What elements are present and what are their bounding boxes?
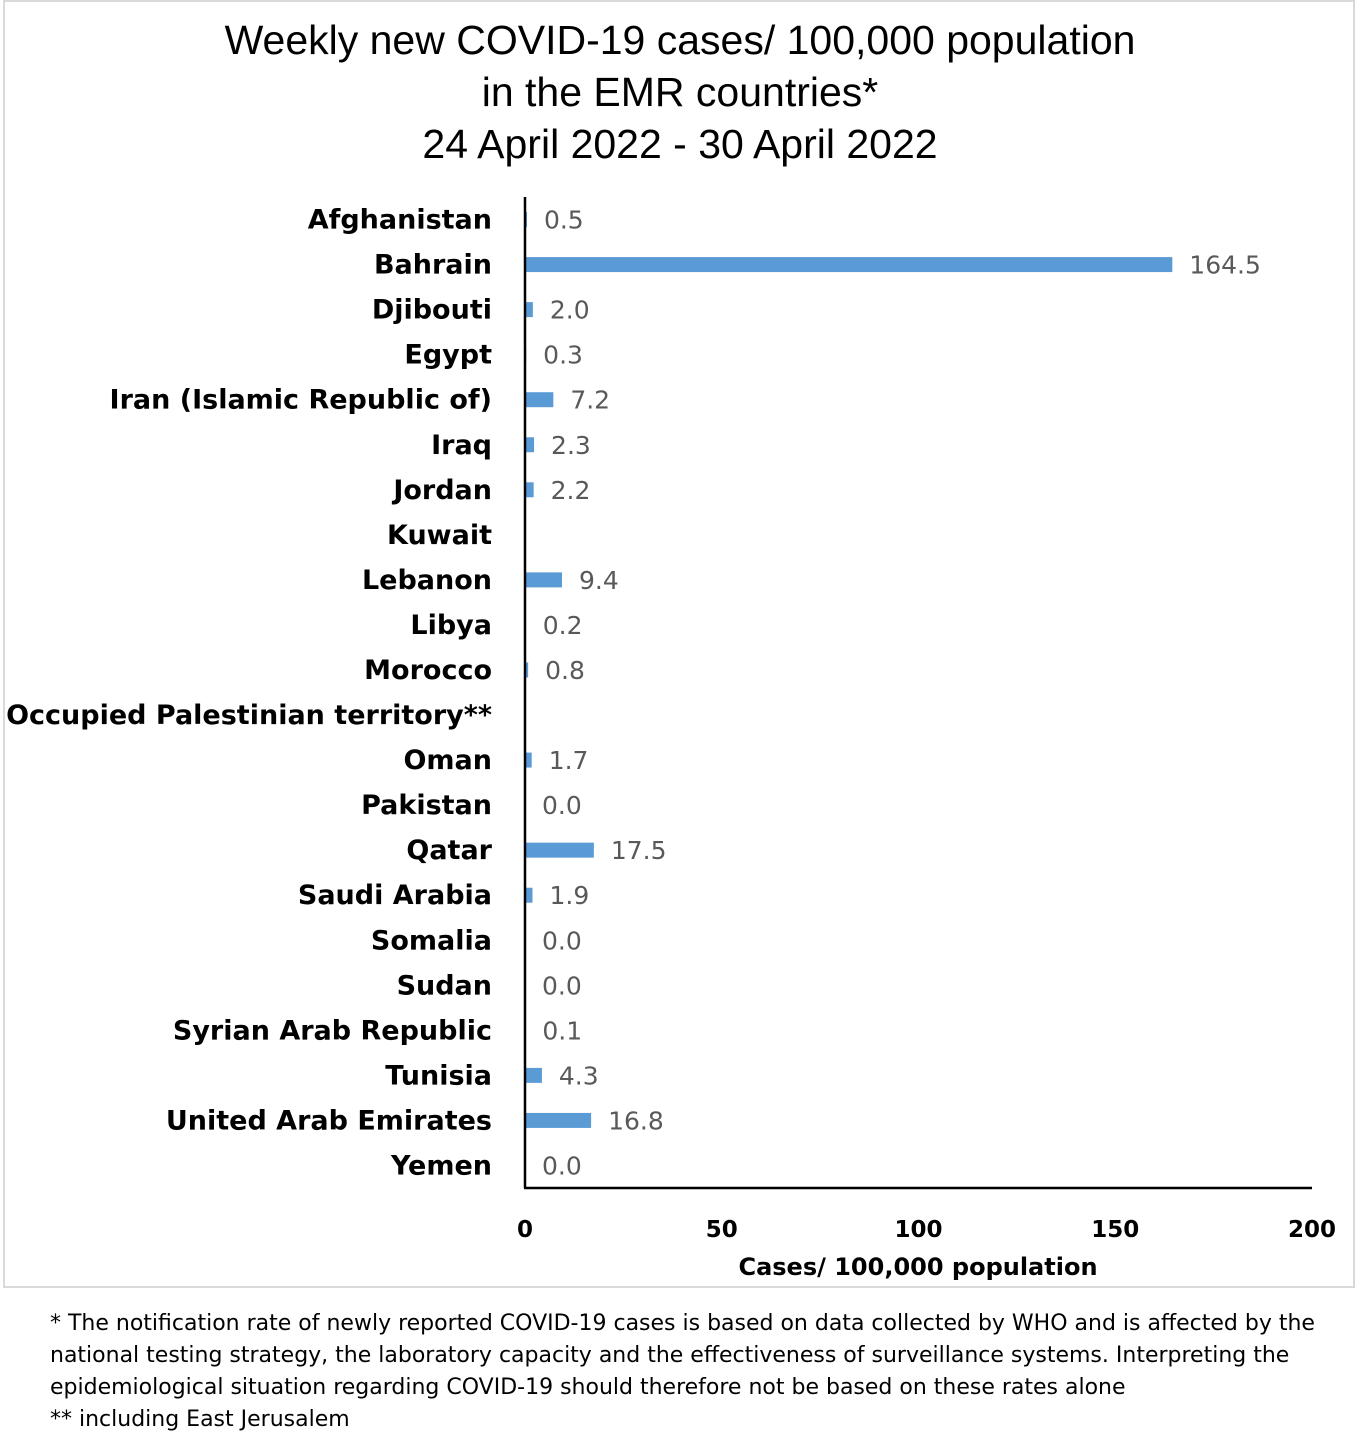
axes	[523, 197, 1312, 1190]
value-label: 0.0	[542, 926, 582, 955]
bar	[525, 662, 529, 678]
category-label: Kuwait	[387, 520, 492, 551]
value-label: 0.2	[543, 611, 583, 640]
footnote-1: * The notification rate of newly reporte…	[50, 1311, 1315, 1400]
category-label: Pakistan	[361, 790, 492, 821]
value-label: 2.0	[550, 296, 590, 325]
category-label: Qatar	[406, 835, 492, 866]
x-tick-label: 50	[706, 1217, 738, 1243]
value-label: 4.3	[559, 1061, 599, 1090]
x-tick-label: 100	[894, 1217, 942, 1243]
category-label: Sudan	[397, 970, 492, 1001]
bars	[525, 212, 1173, 1128]
x-axis-title: Cases/ 100,000 population	[738, 1253, 1097, 1281]
value-label: 0.3	[543, 341, 583, 370]
value-label: 0.0	[542, 1151, 582, 1180]
category-label: Djibouti	[372, 295, 492, 326]
bar-chart: Weekly new COVID-19 cases/ 100,000 popul…	[6, 17, 1336, 1281]
category-label: Syrian Arab Republic	[173, 1015, 492, 1046]
category-label: Egypt	[404, 340, 492, 371]
category-label: Jordan	[391, 475, 492, 506]
category-label: Tunisia	[385, 1060, 492, 1091]
chart-title-line: 24 April 2022 - 30 April 2022	[422, 121, 937, 167]
footnote-2: ** including East Jerusalem	[50, 1407, 350, 1432]
category-label: Libya	[410, 610, 492, 641]
bar	[525, 842, 594, 858]
footnotes: * The notification rate of newly reporte…	[50, 1308, 1340, 1436]
chart-frame	[3, 0, 1355, 1288]
value-label: 2.3	[551, 431, 591, 460]
chart-title: Weekly new COVID-19 cases/ 100,000 popul…	[225, 17, 1136, 167]
value-label: 16.8	[608, 1106, 664, 1135]
category-labels: Afghanistan Bahrain Djibouti Egypt Iran (Isl…	[6, 205, 493, 1182]
category-label: United Arab Emirates	[166, 1105, 492, 1136]
bar	[525, 302, 533, 318]
bar	[525, 1112, 592, 1128]
x-tick-labels: 0 50 100 150 200	[517, 1217, 1336, 1243]
bar	[525, 437, 535, 453]
category-label: Lebanon	[362, 565, 492, 596]
category-label: Afghanistan	[308, 205, 492, 236]
bar	[525, 482, 534, 498]
value-label: 1.9	[549, 881, 589, 910]
value-label: 0.0	[542, 791, 582, 820]
bar	[525, 887, 533, 903]
category-label: Occupied Palestinian territory**	[6, 700, 492, 731]
category-label: Oman	[403, 745, 492, 776]
chart-title-line: in the EMR countries*	[482, 69, 879, 115]
value-label: 164.5	[1189, 251, 1261, 280]
bar	[525, 1067, 542, 1083]
value-label: 17.5	[611, 836, 667, 865]
category-label: Iraq	[431, 430, 492, 461]
value-label: 0.5	[544, 206, 584, 235]
bar	[525, 392, 554, 408]
category-label: Morocco	[364, 655, 492, 686]
bar	[525, 572, 562, 588]
bar	[525, 752, 532, 768]
category-label: Somalia	[371, 925, 492, 956]
value-label: 1.7	[549, 746, 589, 775]
category-label: Iran (Islamic Republic of)	[110, 385, 492, 416]
value-label: 0.0	[542, 971, 582, 1000]
value-labels: 0.5 164.5 2.0 0.3 7.2 2.3 2.2 9.4 0.2 0.8 1.7 0.0 17…	[542, 206, 1261, 1181]
chart-title-line: Weekly new COVID-19 cases/ 100,000 popul…	[225, 17, 1136, 63]
category-label: Bahrain	[374, 250, 492, 281]
value-label: 0.1	[542, 1016, 582, 1045]
x-tick-label: 150	[1091, 1217, 1139, 1243]
category-label: Saudi Arabia	[298, 880, 492, 911]
bar	[525, 257, 1173, 273]
value-label: 7.2	[570, 386, 610, 415]
value-label: 0.8	[545, 656, 585, 685]
x-tick-label: 0	[517, 1217, 533, 1243]
category-label: Yemen	[390, 1150, 492, 1181]
value-label: 9.4	[579, 566, 619, 595]
x-tick-label: 200	[1288, 1217, 1336, 1243]
value-label: 2.2	[551, 476, 591, 505]
